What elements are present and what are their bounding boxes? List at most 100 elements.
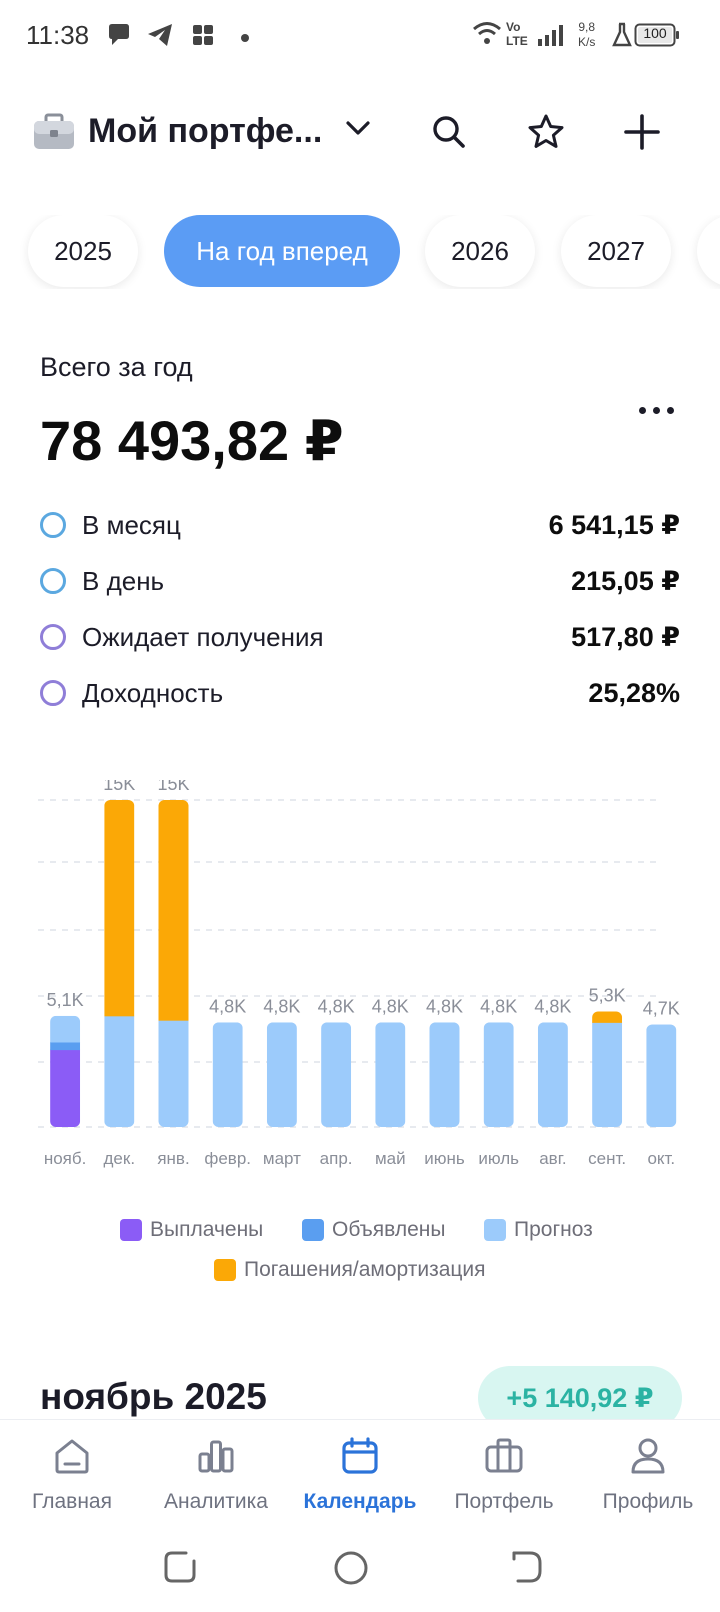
x-tick-label: авг.: [539, 1149, 566, 1168]
bar-февр.[interactable]: [212, 1022, 243, 1127]
portfolio-selector[interactable]: Мой портфе...: [88, 112, 323, 150]
home-icon: [50, 1434, 94, 1483]
add-button[interactable]: [618, 110, 666, 158]
bar-value-label: 4,8K: [426, 996, 463, 1016]
chip-2025[interactable]: 2025: [28, 215, 138, 287]
bar-value-label: 15K: [103, 780, 135, 794]
nav-item-calendar[interactable]: Календарь: [288, 1420, 432, 1530]
legend-item-forecast: Прогноз: [484, 1218, 593, 1242]
x-tick-label: сент.: [588, 1149, 626, 1168]
period-chips: 2025 На год вперед 2026 2027: [0, 215, 720, 289]
bar-окт.[interactable]: [646, 1024, 677, 1128]
chevron-down-icon[interactable]: [344, 118, 372, 143]
more-options-button[interactable]: [626, 396, 686, 424]
bar-апр.[interactable]: [321, 1022, 352, 1127]
bar-июль[interactable]: [483, 1022, 514, 1127]
bar-segment-Прогноз: [483, 1022, 514, 1127]
wifi-icon: [472, 20, 502, 51]
nav-item-portfolio[interactable]: Портфель: [432, 1420, 576, 1530]
x-tick-label: нояб.: [44, 1149, 87, 1168]
bar-segment-Погашения/амортизация: [104, 800, 135, 1017]
chip-year-ahead[interactable]: На год вперед: [164, 215, 400, 287]
legend-swatch: [214, 1259, 236, 1281]
nav-item-home[interactable]: Главная: [0, 1420, 144, 1530]
analytics-icon: [194, 1434, 238, 1483]
stat-value: 6 541,15 ₽: [548, 510, 680, 540]
bar-value-label: 15K: [157, 780, 189, 794]
portfolio-header: Мой портфе...: [0, 100, 720, 170]
bar-янв.[interactable]: [158, 800, 189, 1128]
nav-label: Календарь: [303, 1490, 417, 1513]
bar-value-label: 4,7K: [643, 999, 680, 1019]
bar-segment-Прогноз: [646, 1024, 677, 1127]
x-tick-label: июль: [478, 1149, 519, 1168]
bar-value-label: 5,1K: [47, 990, 84, 1010]
bar-нояб.[interactable]: [50, 1015, 81, 1128]
status-time: 11:38: [26, 20, 90, 50]
legend-swatch: [484, 1219, 506, 1241]
telegram-icon: [146, 22, 174, 53]
bottom-navigation: Главная Аналитика Календарь Портфель Про…: [0, 1419, 720, 1529]
bar-segment-Выплачены: [50, 1049, 81, 1128]
bar-value-label: 4,8K: [318, 996, 355, 1016]
bar-segment-Прогноз: [50, 1015, 81, 1043]
chip-next[interactable]: [697, 215, 720, 287]
stat-label: В день: [82, 566, 165, 596]
apps-icon: [190, 22, 216, 53]
bar-segment-Погашения/амортизация: [158, 800, 189, 1021]
legend-swatch: [302, 1219, 324, 1241]
x-tick-label: март: [263, 1149, 301, 1168]
bar-value-label: 4,8K: [209, 996, 246, 1016]
stat-label: Ожидает получения: [82, 622, 324, 652]
nav-label: Профиль: [602, 1490, 694, 1513]
battery-icon: 100: [634, 23, 680, 52]
bar-segment-Прогноз: [212, 1022, 243, 1127]
bar-segment-Прогноз: [537, 1022, 568, 1127]
stat-row-per-day: В день 215,05 ₽: [40, 566, 680, 622]
network-speed: 9,8 K/s: [578, 20, 596, 49]
total-value: 78 493,82 ₽: [40, 409, 344, 472]
bar-июнь[interactable]: [429, 1022, 460, 1127]
x-tick-label: окт.: [647, 1149, 675, 1168]
bar-сент.[interactable]: [592, 1011, 623, 1128]
stat-row-per-month: В месяц 6 541,15 ₽: [40, 510, 680, 566]
plus-icon: [622, 112, 662, 157]
recents-icon[interactable]: [162, 1549, 198, 1590]
favorite-button[interactable]: [522, 110, 570, 158]
payments-bar-chart: 5,1K нояб. 15K дек. 15K янв. 4,8K февр. 4,8K март…: [38, 780, 680, 1168]
bar-segment-Прогноз: [592, 1022, 623, 1128]
stat-value: 25,28%: [588, 678, 680, 708]
bar-дек.[interactable]: [104, 800, 135, 1128]
stat-label: Доходность: [82, 678, 224, 708]
status-bar: 11:38 Vo LTE 9,8 K/s 100: [0, 0, 720, 72]
stat-label: В месяц: [82, 510, 181, 540]
x-tick-label: апр.: [320, 1149, 353, 1168]
signal-icon: [536, 22, 566, 53]
bar-segment-Прогноз: [158, 1020, 189, 1127]
bar-segment-Прогноз: [321, 1022, 352, 1127]
chip-2026[interactable]: 2026: [425, 215, 535, 287]
bar-авг.[interactable]: [537, 1022, 568, 1127]
bar-май[interactable]: [375, 1022, 406, 1127]
home-circle-icon[interactable]: [332, 1549, 370, 1592]
circle-icon: [40, 568, 66, 594]
search-button[interactable]: [425, 110, 473, 158]
chip-2027[interactable]: 2027: [561, 215, 671, 287]
x-tick-label: янв.: [157, 1149, 189, 1168]
bar-segment-Погашения/амортизация: [592, 1011, 623, 1023]
bar-value-label: 4,8K: [534, 996, 571, 1016]
bar-март[interactable]: [266, 1022, 297, 1127]
back-icon[interactable]: [508, 1549, 544, 1590]
briefcase-icon: [32, 112, 76, 157]
legend-swatch: [120, 1219, 142, 1241]
nav-item-profile[interactable]: Профиль: [576, 1420, 720, 1530]
notification-dot-icon: [240, 30, 250, 48]
search-icon: [430, 113, 468, 156]
calendar-icon: [338, 1434, 382, 1483]
circle-icon: [40, 624, 66, 650]
x-tick-label: июнь: [424, 1149, 465, 1168]
profile-icon: [626, 1434, 670, 1483]
legend-item-redemption: Погашения/амортизация: [214, 1258, 486, 1282]
nav-item-analytics[interactable]: Аналитика: [144, 1420, 288, 1530]
total-label: Всего за год: [40, 352, 193, 382]
